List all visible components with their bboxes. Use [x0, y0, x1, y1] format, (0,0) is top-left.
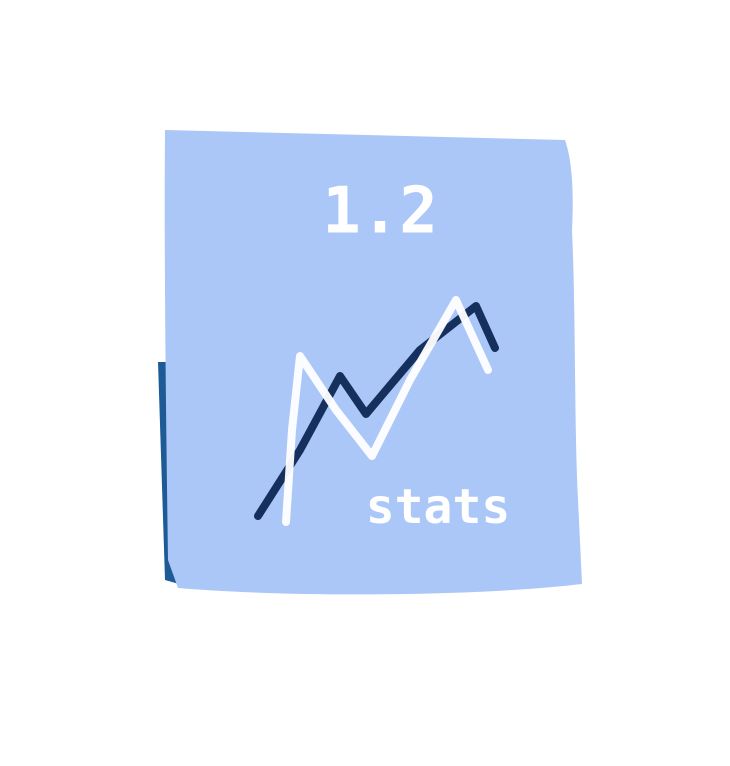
- note-label: stats: [366, 479, 511, 535]
- note-heading: 1.2: [322, 175, 438, 249]
- note: [164, 130, 582, 595]
- light-line: [282, 296, 492, 526]
- dark-line: [254, 302, 499, 520]
